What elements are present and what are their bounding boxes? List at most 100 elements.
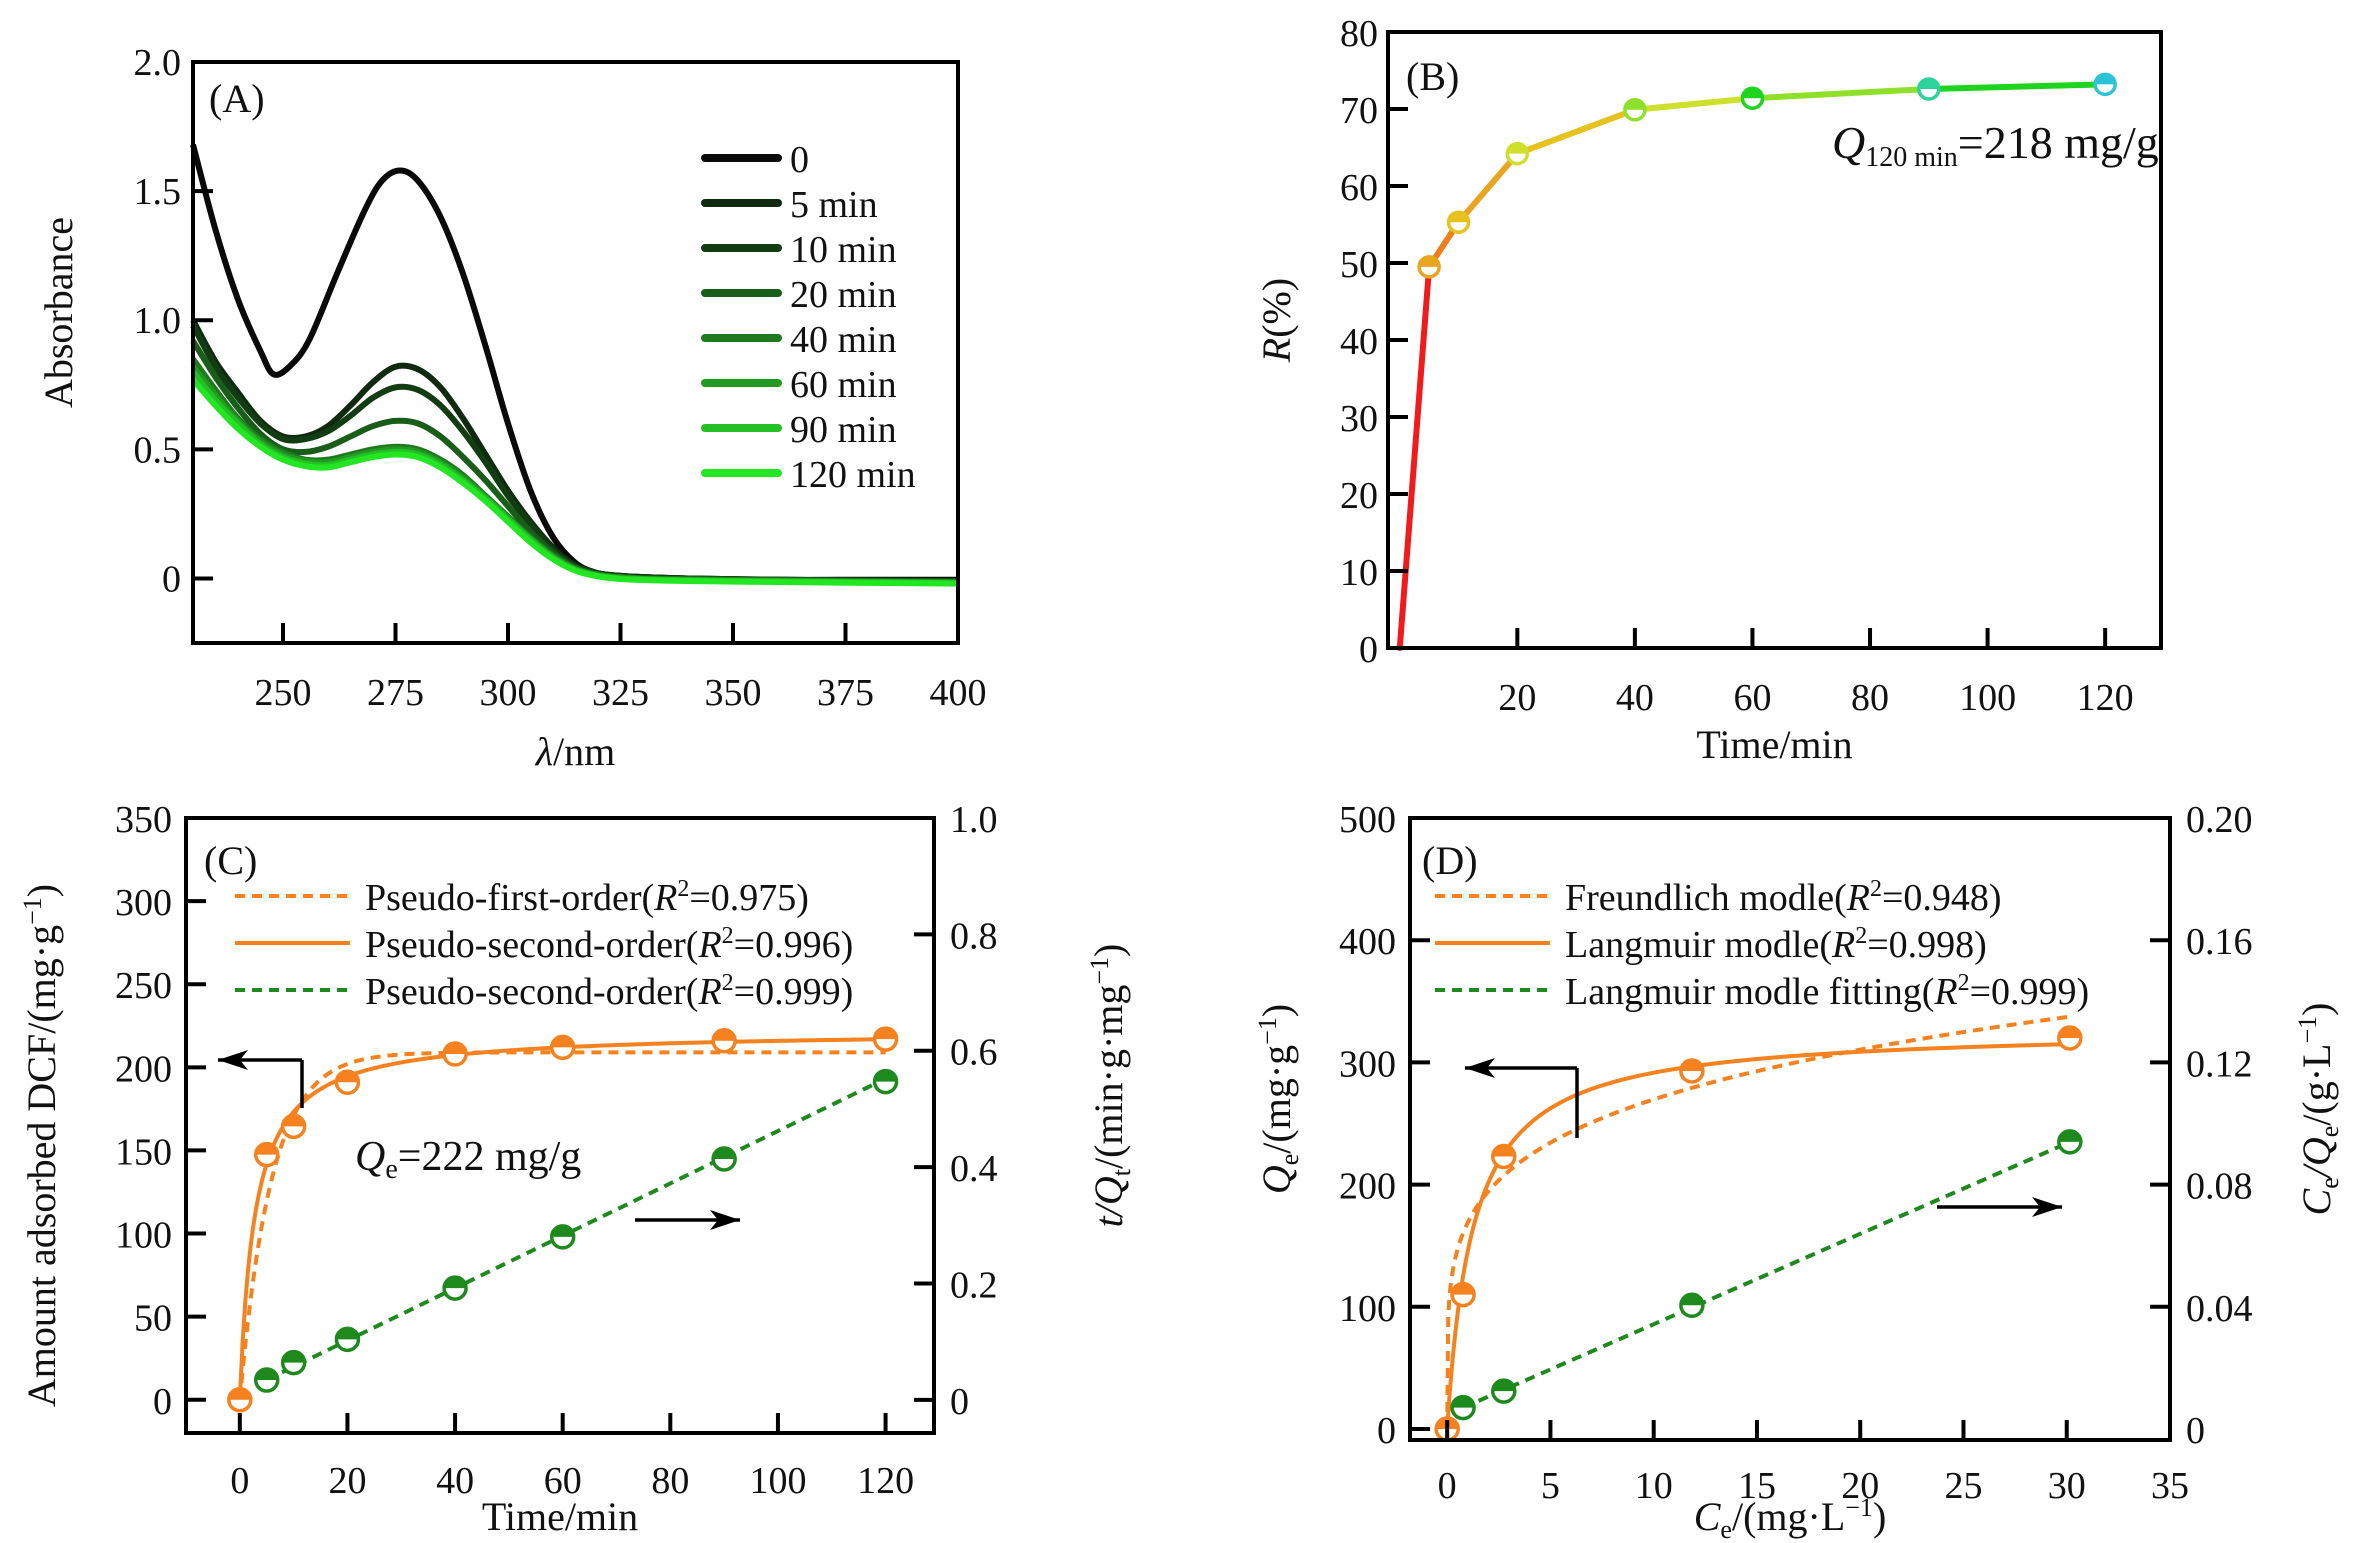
arrow-head: [710, 1210, 740, 1230]
t-over-qt-data-point: [711, 1146, 737, 1172]
removal-segment: [1396, 263, 1433, 651]
t-over-qt-data-point: [872, 1068, 899, 1095]
legend-superscript: 2: [1855, 923, 1867, 949]
left-axis-arrow: [1465, 1058, 1577, 1078]
legend-item: 40 min: [701, 319, 897, 361]
label-text: Amount adsorbed DCF/(mg·g: [19, 925, 64, 1407]
panel-c: 0 20 40 60 80 100 120 0 50 100 150 200 250 300 350 0 0.2…: [18, 799, 1136, 1539]
legend-label: 0: [790, 139, 809, 181]
x-tick-label: 20: [328, 1460, 366, 1502]
x-tick-label: 100: [1959, 677, 2016, 719]
label-text: /(mg·g: [1254, 1045, 1299, 1154]
legend-label: 20 min: [790, 274, 897, 316]
panel-b-y-axis-title: R(%): [1254, 278, 1299, 363]
legend-item: Pseudo-first-order(R2=0.975): [235, 876, 809, 919]
annotation-subscript: e: [385, 1154, 397, 1185]
left-y-tick-label: 100: [115, 1215, 172, 1257]
panel-d-ticks: 0 5 10 15 20 25 30 35 0 100 200 300 400 500 0 0.04 0.08 0…: [1339, 799, 2253, 1507]
legend-item: 120 min: [701, 454, 916, 496]
x-tick-label: 350: [705, 672, 762, 714]
r-symbol: R: [1254, 338, 1299, 363]
qe-data-point: [1491, 1143, 1517, 1170]
left-y-tick-label: 400: [1339, 921, 1396, 963]
legend-label-text: Pseudo-second-order(: [365, 924, 698, 966]
data-point: [1417, 255, 1441, 279]
legend-value: =0.999): [1970, 971, 2090, 1013]
legend-value: =0.998): [1867, 924, 1987, 966]
label-superscript: −1: [1085, 957, 1114, 985]
x-tick-label: 0: [230, 1460, 249, 1502]
y-tick-label: 0: [162, 558, 181, 600]
legend-label: Langmuir modle fitting(R2=0.999): [1565, 970, 2089, 1013]
left-y-tick-label: 200: [115, 1048, 172, 1090]
legend-r: R: [697, 924, 721, 966]
label-end: ): [1254, 1004, 1299, 1017]
y-tick-label: 10: [1340, 552, 1378, 594]
y-tick-label: 40: [1340, 321, 1378, 363]
left-y-tick-label: 300: [1339, 1043, 1396, 1085]
panel-c-label: (C): [204, 838, 257, 883]
x-tick-label: 100: [749, 1460, 806, 1502]
legend-item: 90 min: [701, 409, 897, 451]
panel-c-frame: [184, 816, 936, 1435]
y-tick-label: 0.5: [134, 429, 182, 471]
panel-b-label: (B): [1406, 54, 1459, 99]
t-over-qt-data-point: [442, 1275, 468, 1301]
right-y-tick-label: 0.2: [950, 1264, 998, 1306]
legend-label: 10 min: [790, 229, 897, 271]
x-tick-label: 20: [1498, 677, 1536, 719]
legend-value: =0.948): [1882, 877, 2002, 919]
qt-data-point: [711, 1027, 737, 1054]
spectrum-line: [190, 377, 959, 587]
x-tick-label: 80: [1851, 677, 1889, 719]
legend-item: Pseudo-second-order(R2=0.996): [235, 923, 853, 966]
marker-fill: [2058, 1026, 2081, 1038]
label-superscript: −1: [1253, 1017, 1282, 1045]
legend-item: 0: [701, 139, 809, 181]
x-tick-label: 25: [1944, 1465, 1982, 1507]
qt-data-point: [280, 1113, 307, 1140]
panel-d-x-axis-title: Ce/(mg·L−1): [1694, 1493, 1887, 1543]
legend-value: =0.996): [734, 924, 854, 966]
arrow-head: [2032, 1197, 2062, 1217]
x-tick-label: 10: [1635, 1465, 1673, 1507]
panel-c-right-y-axis-title: t/Qt/(min·g·mg−1): [1085, 944, 1136, 1228]
x-tick-label: 0: [1438, 1465, 1457, 1507]
right-y-tick-label: 1.0: [950, 799, 998, 841]
label-end: ): [1873, 1494, 1886, 1539]
legend-item: 60 min: [701, 364, 897, 406]
t-over-qt-data-point: [280, 1349, 307, 1376]
x-tick-label: 15: [1738, 1465, 1776, 1507]
x-tick-label: 400: [930, 672, 987, 714]
legend-label: 90 min: [790, 409, 897, 451]
x-tick-label: 300: [480, 672, 537, 714]
data-point: [1740, 86, 1765, 110]
right-y-tick-label: 0.20: [2186, 799, 2253, 841]
panel-b-ticks: 20 40 60 80 100 120 0 10 20 30 40 50 60 70 80: [1340, 13, 2134, 719]
x-tick-label: 30: [2048, 1465, 2086, 1507]
legend-r: R: [1933, 971, 1957, 1013]
legend-item: 20 min: [701, 274, 897, 316]
panel-c-axis-arrows: [218, 1050, 740, 1230]
legend-label-text: Pseudo-second-order(: [365, 971, 698, 1013]
x-tick-label: 60: [1733, 677, 1771, 719]
marker-fill: [713, 1147, 736, 1159]
marker-fill: [1419, 256, 1440, 267]
marker-fill: [255, 1369, 278, 1381]
panel-a-y-axis-title: Absorbance: [36, 217, 81, 408]
left-axis-arrow: [218, 1050, 302, 1070]
panel-c-ticks: 0 20 40 60 80 100 120 0 50 100 150 200 250 300 350 0 0.2…: [115, 799, 998, 1502]
panel-a-x-axis-title: λ/nm: [535, 729, 616, 774]
legend-item: 10 min: [701, 229, 897, 271]
marker-fill: [551, 1036, 574, 1048]
left-y-tick-label: 50: [134, 1298, 172, 1340]
legend-superscript: 2: [722, 923, 734, 949]
percent-unit: (%): [1254, 278, 1299, 338]
kinetics-series: [227, 1026, 899, 1413]
right-y-tick-label: 0.12: [2186, 1043, 2253, 1085]
right-y-tick-label: 0.4: [950, 1148, 998, 1190]
y-tick-label: 50: [1340, 244, 1378, 286]
marker-fill: [336, 1071, 359, 1083]
qe-data-point: [1450, 1281, 1476, 1308]
label-mid: /Q: [2294, 1137, 2339, 1179]
